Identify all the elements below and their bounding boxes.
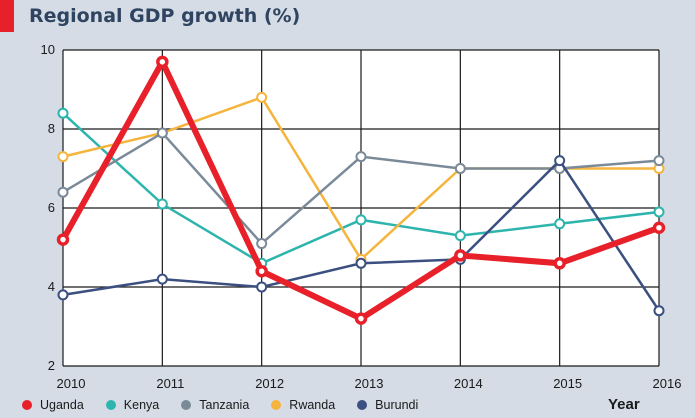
- data-point: [256, 91, 268, 103]
- legend-label: Burundi: [375, 398, 419, 412]
- y-tick-label: 4: [48, 279, 55, 294]
- y-tick-label: 8: [48, 121, 55, 136]
- legend-label: Tanzania: [199, 398, 250, 412]
- title-accent-bar: [0, 0, 14, 32]
- series-burundi: [57, 155, 665, 317]
- legend-item-tanzania: Tanzania: [181, 398, 249, 412]
- data-point: [652, 221, 666, 234]
- x-axis-ticks: 2010 2011 2012 2013 2014 2015 2016: [57, 376, 682, 391]
- legend-item-rwanda: Rwanda: [271, 398, 335, 412]
- series-tanzania: [57, 127, 665, 250]
- data-point: [355, 257, 367, 269]
- legend-label: Kenya: [123, 398, 160, 412]
- legend-item-uganda: Uganda: [22, 398, 84, 412]
- legend-swatch: [22, 400, 32, 410]
- data-point: [553, 257, 566, 270]
- data-point: [57, 186, 69, 198]
- data-point: [554, 218, 566, 230]
- legend: Uganda Kenya Tanzania Rwanda Burundi: [22, 398, 440, 412]
- data-point: [454, 249, 467, 262]
- data-point: [256, 238, 268, 250]
- x-tick-label: 2016: [653, 376, 682, 391]
- x-axis-label: Year: [608, 396, 640, 413]
- data-point: [57, 289, 69, 301]
- data-point: [354, 312, 368, 325]
- x-tick-label: 2011: [156, 376, 184, 391]
- series-lines: [56, 55, 666, 325]
- data-point: [355, 214, 367, 226]
- y-tick-label: 6: [48, 200, 55, 215]
- legend-item-burundi: Burundi: [357, 398, 418, 412]
- data-point: [57, 151, 69, 163]
- data-point: [156, 198, 168, 210]
- legend-label: Uganda: [40, 398, 84, 412]
- data-point: [57, 107, 69, 119]
- data-point: [554, 155, 566, 167]
- data-point: [156, 273, 168, 285]
- data-point: [256, 281, 268, 293]
- legend-swatch: [105, 400, 116, 410]
- y-tick-label: 10: [41, 42, 55, 57]
- legend-swatch: [357, 400, 368, 410]
- legend-swatch: [271, 400, 282, 410]
- series-uganda: [56, 55, 666, 325]
- series-kenya: [57, 107, 665, 269]
- data-point: [255, 264, 268, 278]
- legend-item-kenya: Kenya: [105, 398, 160, 412]
- data-point: [156, 55, 169, 69]
- legend-label: Rwanda: [289, 398, 336, 412]
- data-point: [355, 151, 367, 163]
- data-point: [454, 230, 466, 242]
- x-tick-label: 2010: [57, 376, 86, 391]
- chart-title: Regional GDP growth (%): [29, 5, 301, 27]
- x-tick-label: 2014: [454, 376, 483, 391]
- data-point: [156, 127, 168, 139]
- y-tick-label: 2: [48, 358, 55, 373]
- x-tick-label: 2013: [355, 376, 384, 391]
- data-point: [653, 155, 665, 167]
- x-tick-label: 2012: [255, 376, 284, 391]
- data-point: [653, 305, 665, 317]
- data-point: [653, 206, 665, 218]
- x-tick-label: 2015: [553, 376, 582, 391]
- y-axis-ticks: 2 4 6 8 10: [41, 42, 55, 373]
- data-point: [454, 163, 466, 174]
- data-point: [56, 233, 70, 246]
- legend-swatch: [181, 400, 192, 410]
